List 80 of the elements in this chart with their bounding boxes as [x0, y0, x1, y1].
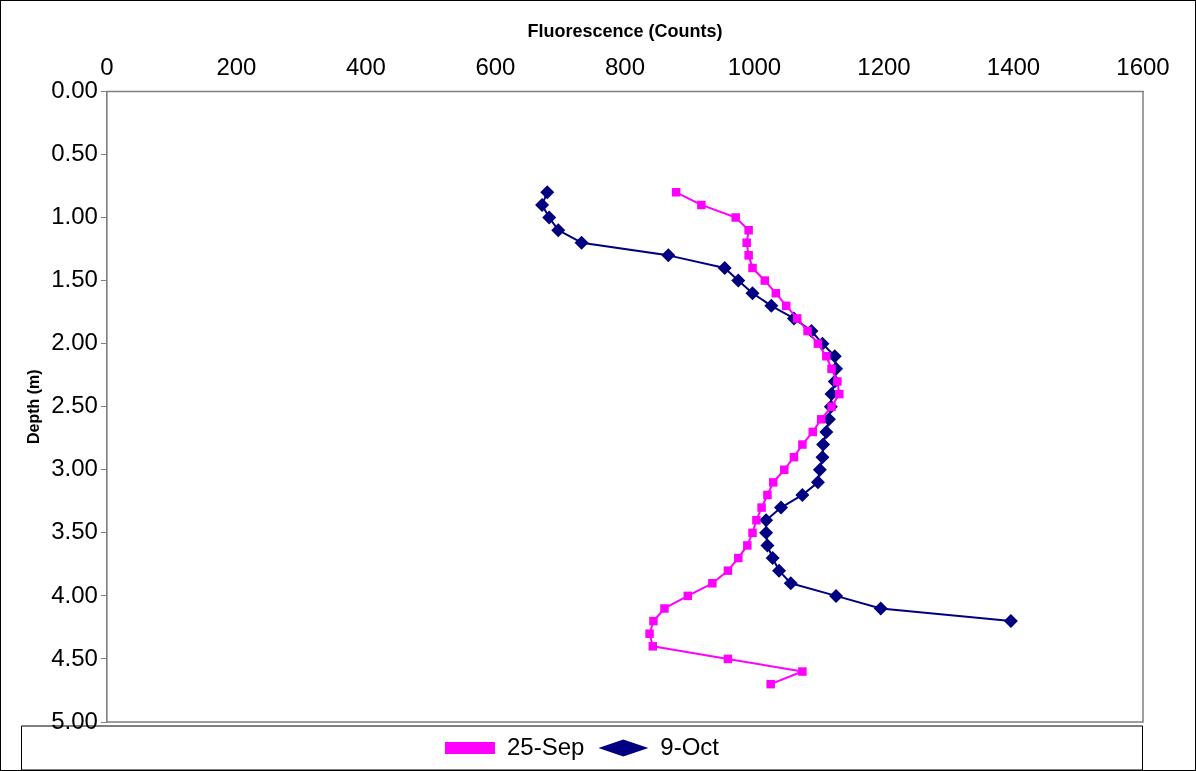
- point: [763, 490, 772, 500]
- point: [827, 364, 836, 374]
- y-tick-label: 1.50: [51, 265, 98, 293]
- point: [757, 503, 766, 512]
- point: [829, 588, 844, 603]
- x-tick-label: 200: [216, 52, 257, 80]
- y-tick-label: 4.50: [51, 643, 98, 671]
- point: [816, 415, 826, 424]
- point: [542, 210, 557, 225]
- point: [697, 200, 706, 210]
- point: [742, 238, 751, 247]
- point: [816, 437, 831, 452]
- point: [812, 462, 827, 477]
- point: [760, 276, 770, 285]
- x-tick-label: 1200: [857, 52, 911, 80]
- point: [731, 273, 746, 288]
- point: [734, 553, 743, 563]
- point: [765, 551, 780, 566]
- point: [815, 450, 830, 465]
- y-tick-label: 1.00: [51, 202, 98, 230]
- y-tick-label: 3.00: [51, 454, 98, 482]
- y-tick-label: 5.00: [51, 706, 98, 734]
- point: [748, 263, 757, 273]
- point: [540, 185, 555, 200]
- x-tick-label: 400: [345, 52, 386, 80]
- point: [813, 339, 823, 348]
- point: [774, 500, 789, 515]
- x-tick-label: 800: [604, 52, 645, 80]
- point: [743, 541, 752, 550]
- legend-label: 25-Sep: [506, 732, 585, 760]
- point: [574, 235, 589, 250]
- point: [759, 525, 774, 540]
- x-tick-label: 1400: [986, 52, 1041, 80]
- point: [835, 389, 844, 399]
- point: [717, 260, 732, 275]
- point: [708, 579, 717, 588]
- x-tick-label: 600: [475, 52, 516, 80]
- y-tick-label: 3.50: [51, 517, 98, 545]
- point: [819, 424, 834, 439]
- point: [1003, 614, 1018, 629]
- point: [760, 538, 775, 553]
- point: [723, 566, 733, 575]
- y-tick-label: 2.00: [51, 328, 98, 356]
- point: [766, 679, 775, 689]
- point: [551, 223, 566, 238]
- legend-label: 9-Oct: [660, 732, 720, 760]
- point: [759, 513, 774, 528]
- point: [648, 642, 658, 651]
- point: [798, 667, 807, 676]
- point: [649, 616, 658, 626]
- point: [660, 604, 669, 613]
- point: [645, 629, 654, 638]
- point: [772, 563, 787, 578]
- point: [873, 601, 888, 616]
- point: [748, 528, 757, 538]
- y-axis-title: Depth (m): [25, 369, 43, 445]
- point: [744, 225, 753, 235]
- point: [822, 352, 831, 361]
- point: [783, 576, 798, 591]
- x-axis-title: Fluorescence (Counts): [527, 20, 723, 41]
- x-tick-label: 1000: [727, 52, 782, 80]
- x-tick-label: 0: [100, 52, 114, 80]
- y-tick-label: 4.00: [51, 580, 98, 608]
- point: [731, 213, 740, 222]
- point: [535, 197, 550, 212]
- y-tick-label: 2.50: [51, 391, 98, 419]
- point: [803, 326, 812, 336]
- x-tick-label: 1600: [1116, 52, 1170, 80]
- point: [795, 487, 810, 502]
- point: [798, 440, 807, 449]
- point: [810, 475, 825, 490]
- point: [661, 248, 676, 263]
- point: [752, 515, 761, 525]
- point: [744, 251, 753, 260]
- point: [745, 286, 760, 301]
- point: [769, 478, 778, 487]
- y-tick-label: 0.50: [51, 139, 98, 167]
- y-tick-label: 0.00: [51, 76, 98, 104]
- point: [764, 298, 779, 313]
- point: [671, 188, 681, 197]
